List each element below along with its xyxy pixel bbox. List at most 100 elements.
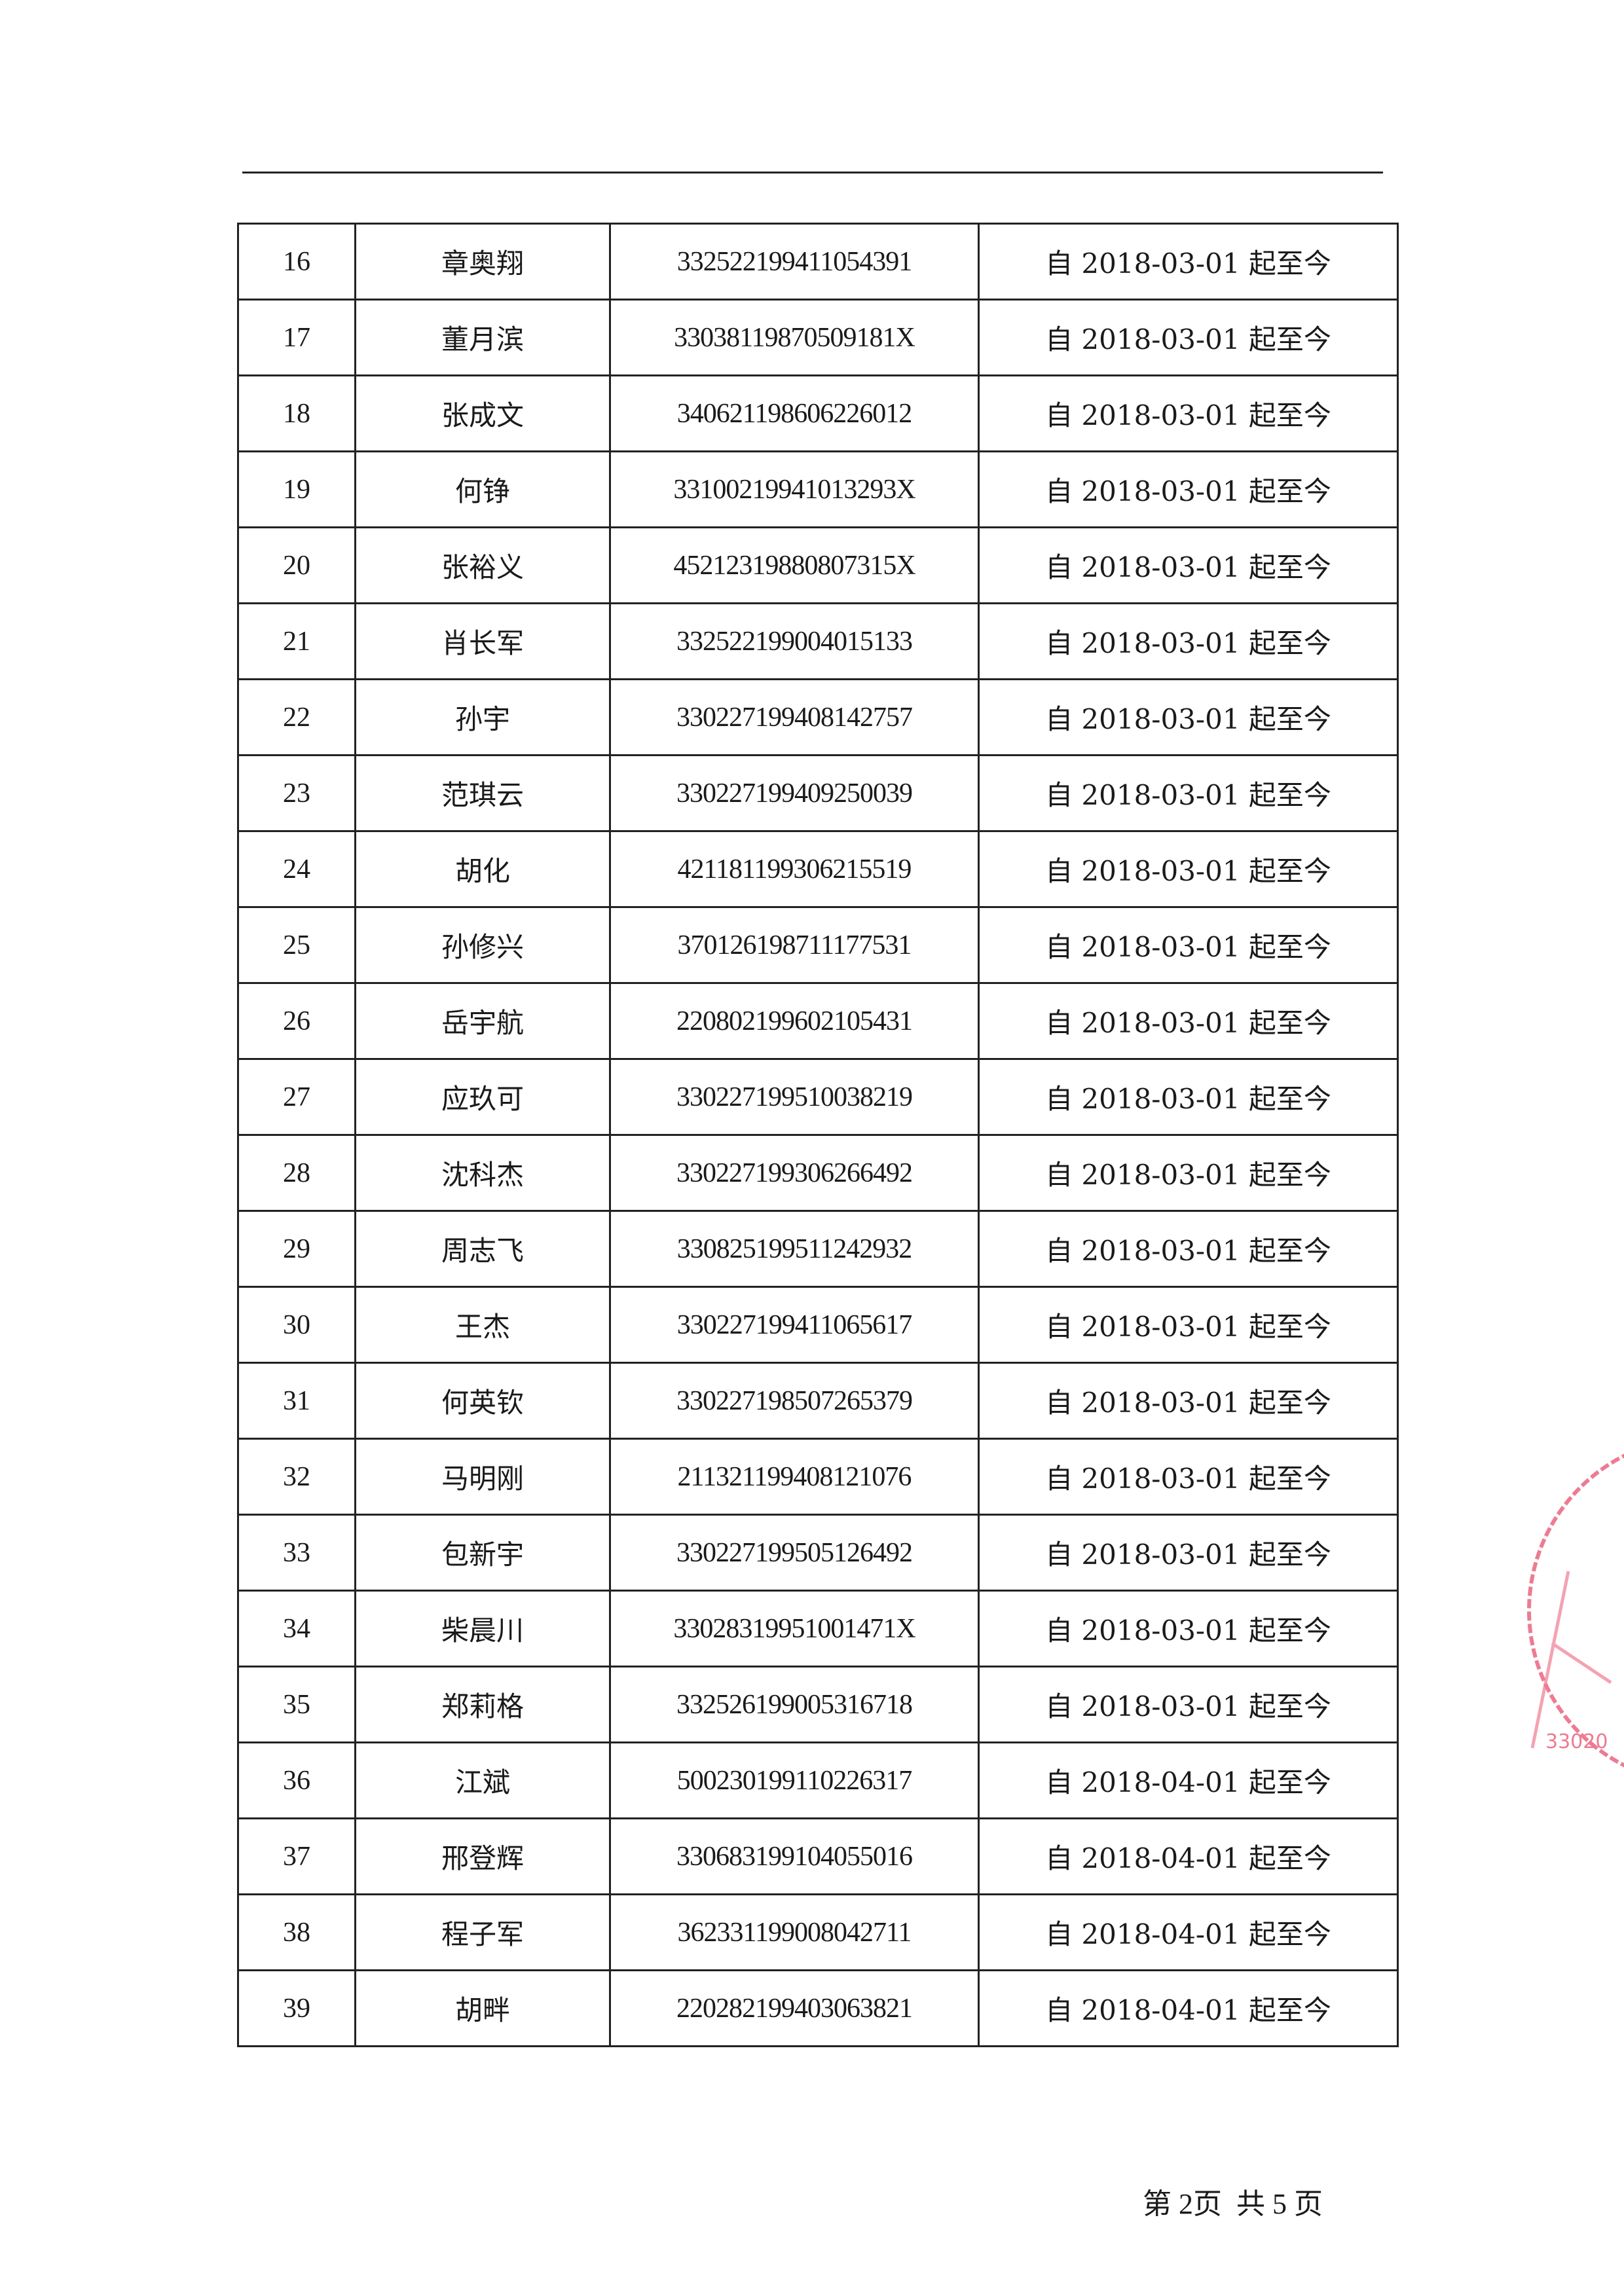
employment-period: 自 2018-04-01 起至今 [978,1817,1399,1895]
row-number: 27 [237,1058,356,1136]
employment-period: 自 2018-03-01 起至今 [978,1514,1399,1592]
employment-period: 自 2018-03-01 起至今 [978,602,1399,680]
employment-period: 自 2018-03-01 起至今 [978,374,1399,452]
table-row: 23 范琪云 330227199409250039 自 2018-03-01 起至今 [237,754,1399,832]
row-number: 30 [237,1286,356,1364]
table-row: 25 孙修兴 370126198711177531 自 2018-03-01 起至今 [237,906,1399,984]
id-number: 330227199510038219 [609,1058,980,1136]
row-number: 34 [237,1590,356,1667]
row-number: 28 [237,1134,356,1212]
table-row: 17 董月滨 33038119870509181X 自 2018-03-01 起至今 [237,299,1399,376]
row-number: 19 [237,450,356,528]
person-name: 何英钦 [354,1362,611,1440]
table-row: 38 程子军 362331199008042711 自 2018-04-01 起至今 [237,1893,1399,1971]
row-number: 22 [237,678,356,756]
employment-period: 自 2018-03-01 起至今 [978,1590,1399,1667]
id-number: 340621198606226012 [609,374,980,452]
row-number: 25 [237,906,356,984]
employment-period: 自 2018-03-01 起至今 [978,906,1399,984]
row-number: 38 [237,1893,356,1971]
employment-period: 自 2018-04-01 起至今 [978,1741,1399,1819]
person-name: 范琪云 [354,754,611,832]
id-number: 33038119870509181X [609,299,980,376]
id-number: 220802199602105431 [609,982,980,1060]
employment-period: 自 2018-03-01 起至今 [978,1286,1399,1364]
id-number: 330227199409250039 [609,754,980,832]
table-row: 27 应玖可 330227199510038219 自 2018-03-01 起至今 [237,1058,1399,1136]
seal-text: 33020 [1545,1730,1608,1753]
table-row: 39 胡畔 220282199403063821 自 2018-04-01 起至今 [237,1969,1399,2047]
table-row: 18 张成文 340621198606226012 自 2018-03-01 起至今 [237,374,1399,452]
person-name: 应玖可 [354,1058,611,1136]
id-number: 330227199306266492 [609,1134,980,1212]
employment-period: 自 2018-03-01 起至今 [978,1058,1399,1136]
row-number: 29 [237,1210,356,1288]
person-name: 周志飞 [354,1210,611,1288]
table-row: 30 王杰 330227199411065617 自 2018-03-01 起至今 [237,1286,1399,1364]
header-rule [242,172,1383,173]
id-number: 370126198711177531 [609,906,980,984]
employment-period: 自 2018-03-01 起至今 [978,223,1399,301]
id-number: 421181199306215519 [609,830,980,908]
id-number: 33100219941013293X [609,450,980,528]
employment-period: 自 2018-03-01 起至今 [978,1362,1399,1440]
employment-period: 自 2018-03-01 起至今 [978,754,1399,832]
table-row: 22 孙宇 330227199408142757 自 2018-03-01 起至今 [237,678,1399,756]
id-number: 330227199505126492 [609,1514,980,1592]
person-name: 张成文 [354,374,611,452]
row-number: 39 [237,1969,356,2047]
employment-period: 自 2018-04-01 起至今 [978,1893,1399,1971]
person-name: 何铮 [354,450,611,528]
table-row: 19 何铮 33100219941013293X 自 2018-03-01 起至今 [237,450,1399,528]
person-name: 岳宇航 [354,982,611,1060]
employment-period: 自 2018-03-01 起至今 [978,830,1399,908]
person-name: 郑莉格 [354,1666,611,1743]
id-number: 330227199408142757 [609,678,980,756]
id-number: 330227198507265379 [609,1362,980,1440]
person-name: 肖长军 [354,602,611,680]
table-row: 31 何英钦 330227198507265379 自 2018-03-01 起至今 [237,1362,1399,1440]
employment-period: 自 2018-03-01 起至今 [978,1210,1399,1288]
id-number: 330683199104055016 [609,1817,980,1895]
id-number: 211321199408121076 [609,1438,980,1516]
personnel-table: 16 章奥翔 332522199411054391 自 2018-03-01 起至今 1… [237,223,1399,2047]
person-name: 张裕义 [354,526,611,604]
id-number: 33028319951001471X [609,1590,980,1667]
table-row: 32 马明刚 211321199408121076 自 2018-03-01 起至今 [237,1438,1399,1516]
row-number: 17 [237,299,356,376]
id-number: 330227199411065617 [609,1286,980,1364]
table-row: 37 邢登辉 330683199104055016 自 2018-04-01 起至今 [237,1817,1399,1895]
table-row: 36 江斌 500230199110226317 自 2018-04-01 起至今 [237,1741,1399,1819]
table-row: 24 胡化 421181199306215519 自 2018-03-01 起至今 [237,830,1399,908]
row-number: 20 [237,526,356,604]
person-name: 包新宇 [354,1514,611,1592]
row-number: 32 [237,1438,356,1516]
employment-period: 自 2018-03-01 起至今 [978,1134,1399,1212]
official-seal-partial: 33020 [1506,1434,1624,1787]
table-row: 16 章奥翔 332522199411054391 自 2018-03-01 起至今 [237,223,1399,301]
person-name: 章奥翔 [354,223,611,301]
table-row: 26 岳宇航 220802199602105431 自 2018-03-01 起至今 [237,982,1399,1060]
table-row: 34 柴晨川 33028319951001471X 自 2018-03-01 起至今 [237,1590,1399,1667]
page-number: 第 2页 共 5 页 [1143,2188,1323,2220]
person-name: 胡化 [354,830,611,908]
person-name: 柴晨川 [354,1590,611,1667]
person-name: 江斌 [354,1741,611,1819]
person-name: 董月滨 [354,299,611,376]
table-row: 33 包新宇 330227199505126492 自 2018-03-01 起至今 [237,1514,1399,1592]
id-number: 332522199411054391 [609,223,980,301]
row-number: 16 [237,223,356,301]
id-number: 332522199004015133 [609,602,980,680]
employment-period: 自 2018-03-01 起至今 [978,526,1399,604]
row-number: 26 [237,982,356,1060]
table-row: 28 沈科杰 330227199306266492 自 2018-03-01 起至今 [237,1134,1399,1212]
employment-period: 自 2018-03-01 起至今 [978,450,1399,528]
id-number: 500230199110226317 [609,1741,980,1819]
id-number: 362331199008042711 [609,1893,980,1971]
person-name: 胡畔 [354,1969,611,2047]
person-name: 沈科杰 [354,1134,611,1212]
row-number: 23 [237,754,356,832]
row-number: 35 [237,1666,356,1743]
row-number: 33 [237,1514,356,1592]
row-number: 31 [237,1362,356,1440]
